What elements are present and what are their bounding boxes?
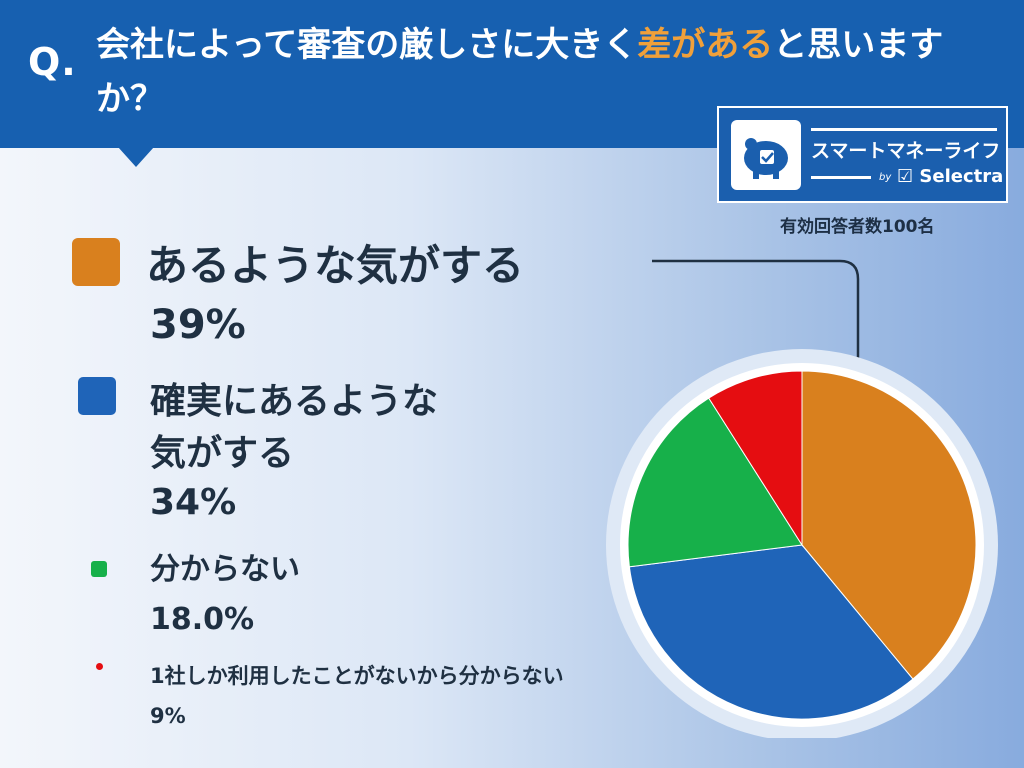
logo-rule-top [811,128,997,131]
question-text-part1: 会社によって審査の厳しさに大きく [96,25,638,65]
pie-slice-1 [628,544,914,720]
legend-label-0: あるような気がする [146,241,525,290]
legend-swatch-3 [96,663,103,670]
legend-swatch-2 [91,561,107,577]
legend-value-1: 34% [150,482,237,523]
q-mark: Q. [28,40,77,84]
logo-brand-text: Selectra [919,166,1004,187]
pie-slice-0 [801,370,977,680]
brand-logo: スマートマネーライフ by ☑ Selectra [717,106,1008,203]
header-notch [118,147,154,167]
legend-label-1-line2: 気がする [150,433,295,474]
pie-chart [600,338,1000,741]
logo-rule-bottom [811,176,871,179]
piggy-bank-icon [731,120,801,190]
legend-swatch-1 [78,377,116,415]
legend-swatch-0 [72,238,120,286]
pie-slice-3 [708,370,803,547]
legend-value-0: 39% [150,302,246,348]
logo-brand: ☑ Selectra [897,166,1003,187]
legend-value-2: 18.0% [150,602,255,637]
logo-name: スマートマネーライフ [811,140,1001,162]
pie-svg [606,349,998,741]
question-title: 会社によって審査の厳しさに大きく差があると思いますか？ [96,18,996,126]
question-highlight: 差がある [637,25,774,65]
legend-value-3: 9% [150,704,186,728]
legend-label-2: 分からない [150,552,300,587]
logo-by: by [879,172,892,183]
legend-label-1: 確実にあるような [150,381,439,422]
check-icon: ☑ [897,166,914,187]
legend-label-3: 1社しか利用したことがないから分からない [150,664,564,688]
respondent-count: 有効回答者数100名 [780,217,935,237]
pie-slice-2 [627,397,803,568]
question-text-part2: と思いますか？ [96,25,944,119]
